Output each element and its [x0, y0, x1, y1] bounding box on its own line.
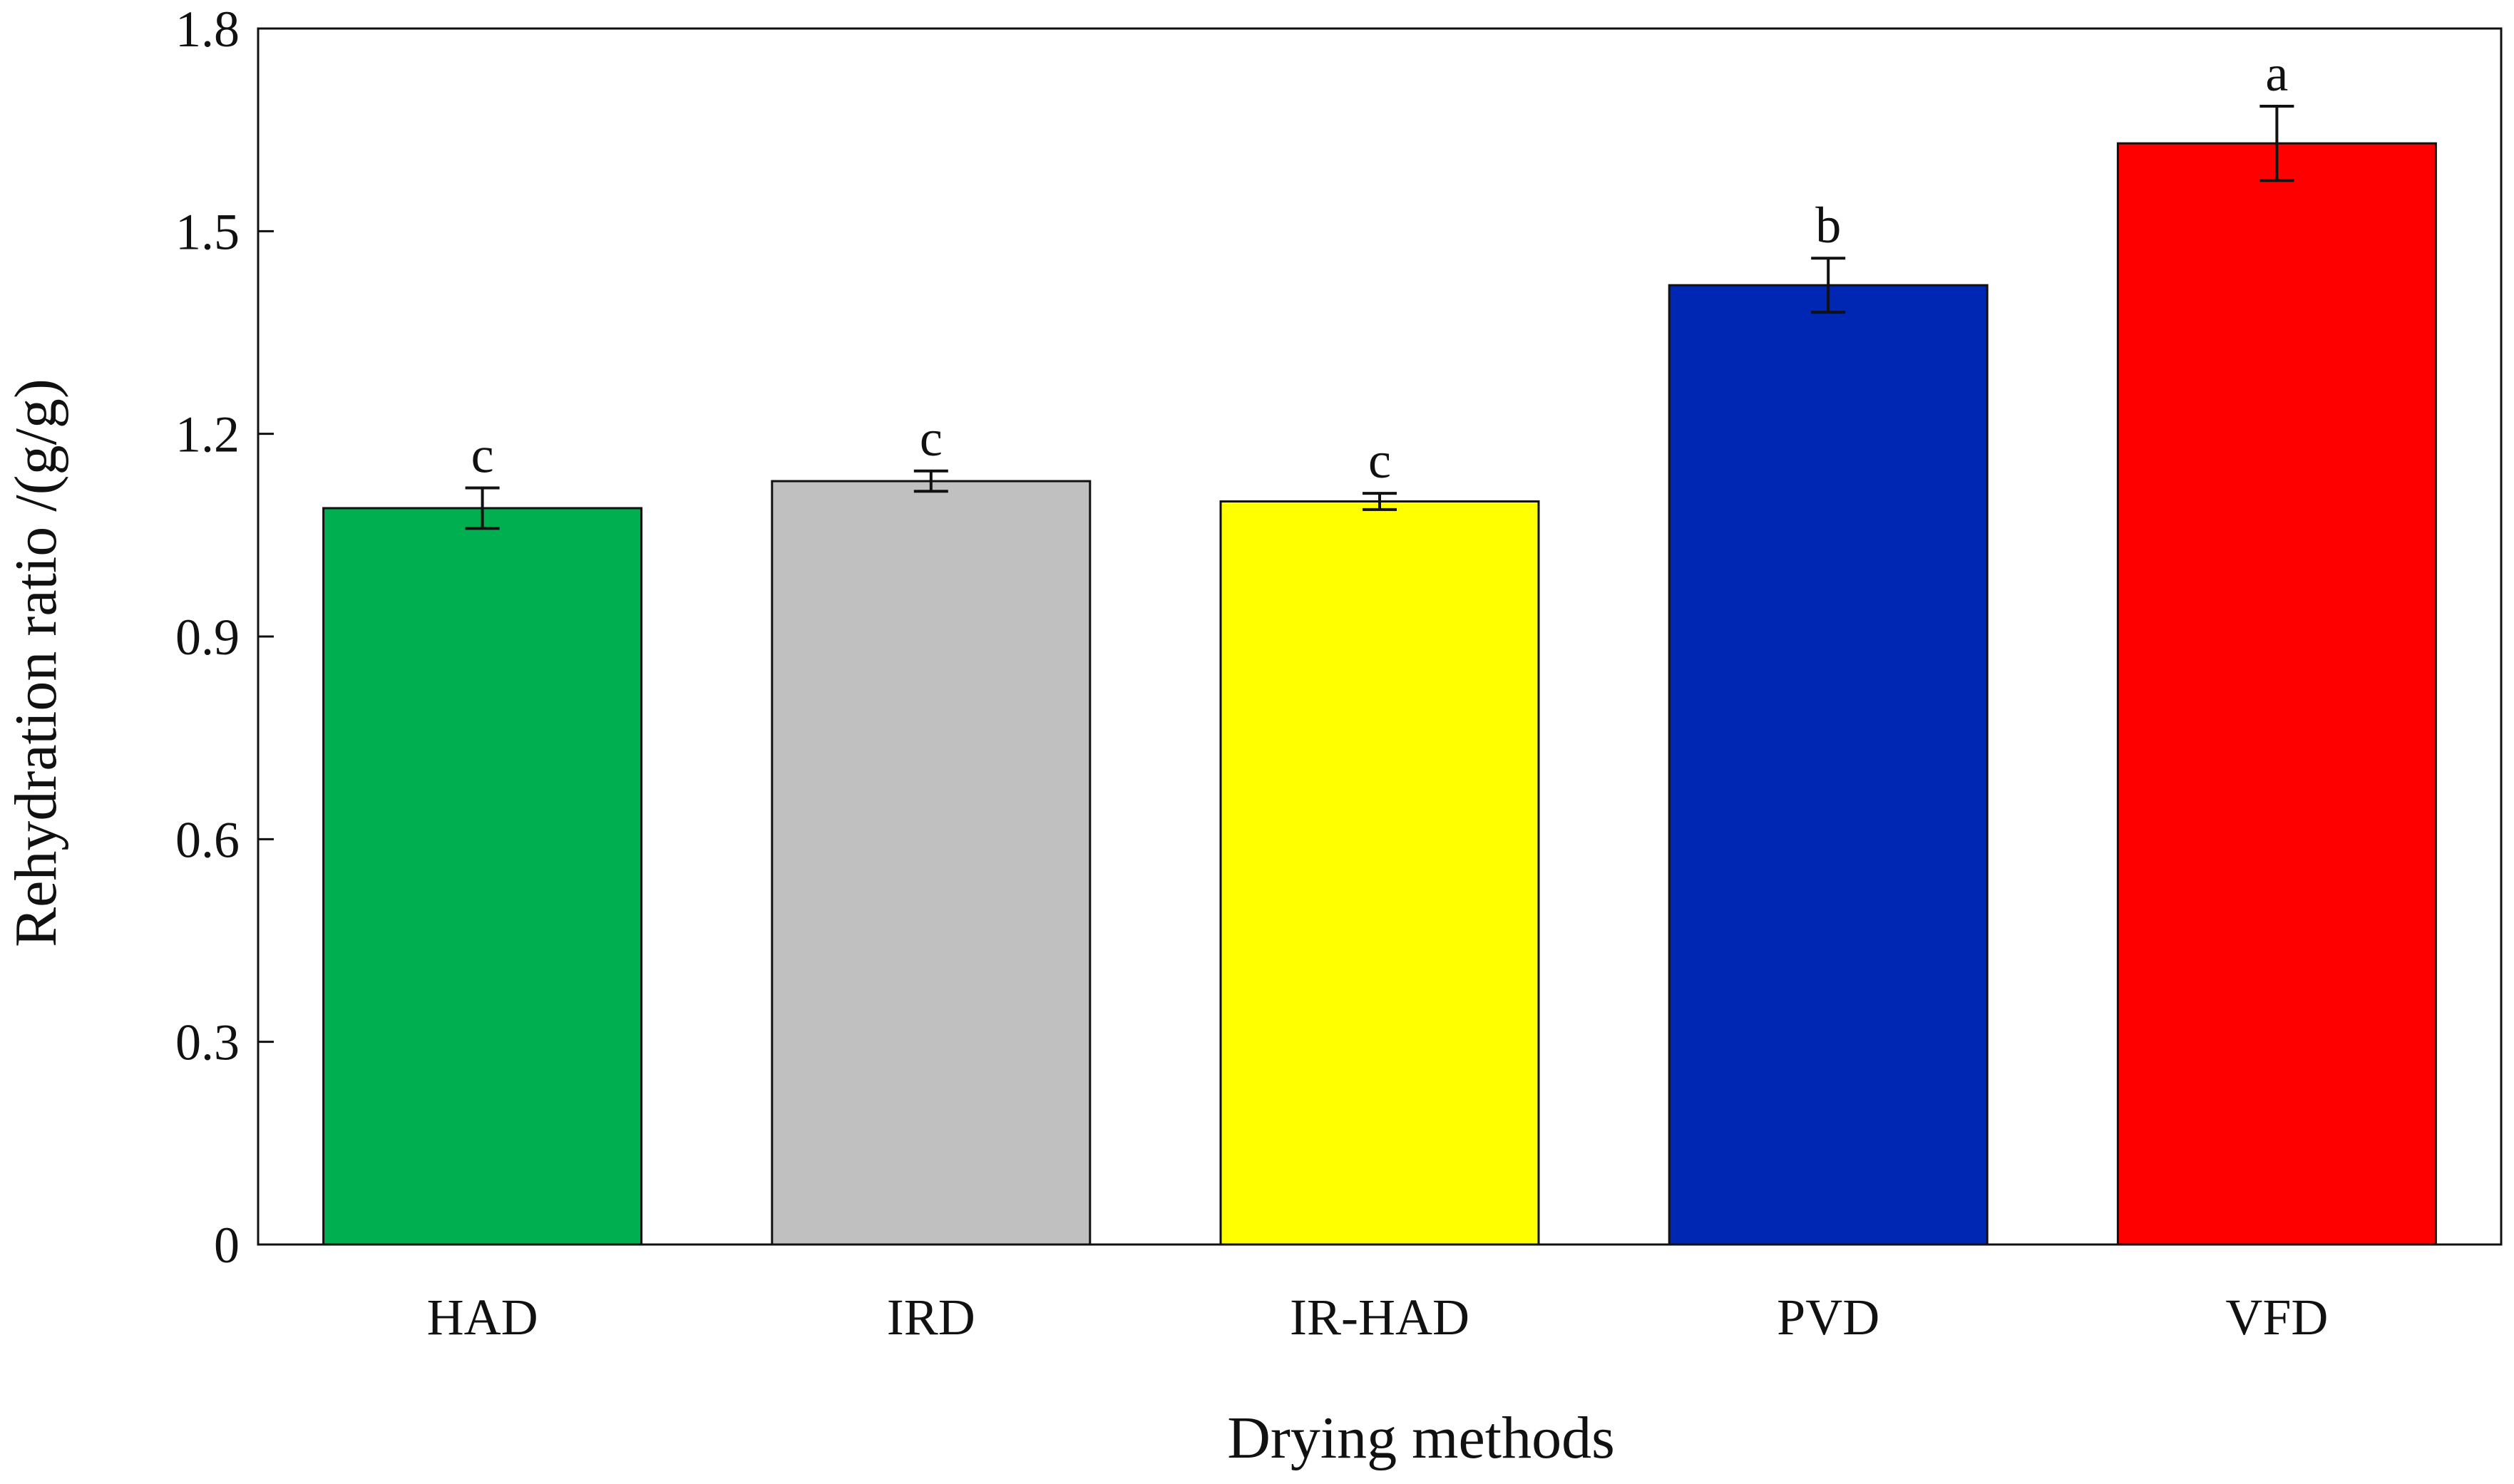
significance-label: a — [2265, 45, 2288, 102]
x-tick-label: IRD — [887, 1289, 975, 1346]
y-tick-label: 1.2 — [175, 406, 240, 463]
y-tick-label: 1.5 — [175, 203, 240, 260]
y-tick-label: 0.3 — [175, 1014, 240, 1071]
y-tick-label: 0.9 — [175, 609, 240, 666]
bar — [322, 507, 643, 1246]
significance-label: c — [920, 410, 943, 467]
bar — [1668, 284, 1989, 1246]
y-tick-label: 1.8 — [175, 1, 240, 58]
x-tick-label: HAD — [427, 1289, 538, 1346]
x-tick-label: IR-HAD — [1290, 1289, 1469, 1346]
significance-labels: c c c b a — [471, 45, 2289, 489]
bars — [322, 142, 2437, 1246]
y-axis: 0 0.3 0.6 0.9 1.2 1.5 1.8 — [175, 1, 274, 1274]
bar — [2116, 142, 2437, 1246]
y-tick-label: 0 — [214, 1217, 240, 1274]
x-axis: HAD IRD IR-HAD PVD VFD — [427, 1289, 2329, 1346]
x-axis-title: Drying methods — [1227, 1405, 1615, 1471]
y-axis-title: Rehydration ratio /(g/g) — [3, 378, 69, 947]
x-tick-label: VFD — [2225, 1289, 2328, 1346]
y-tick-label: 0.6 — [175, 811, 240, 868]
error-bars — [465, 104, 2294, 530]
x-tick-label: PVD — [1777, 1289, 1879, 1346]
significance-label: c — [471, 426, 494, 483]
significance-label: c — [1368, 432, 1391, 489]
significance-label: b — [1815, 197, 1841, 254]
bar — [1219, 500, 1540, 1246]
bar — [771, 480, 1092, 1246]
